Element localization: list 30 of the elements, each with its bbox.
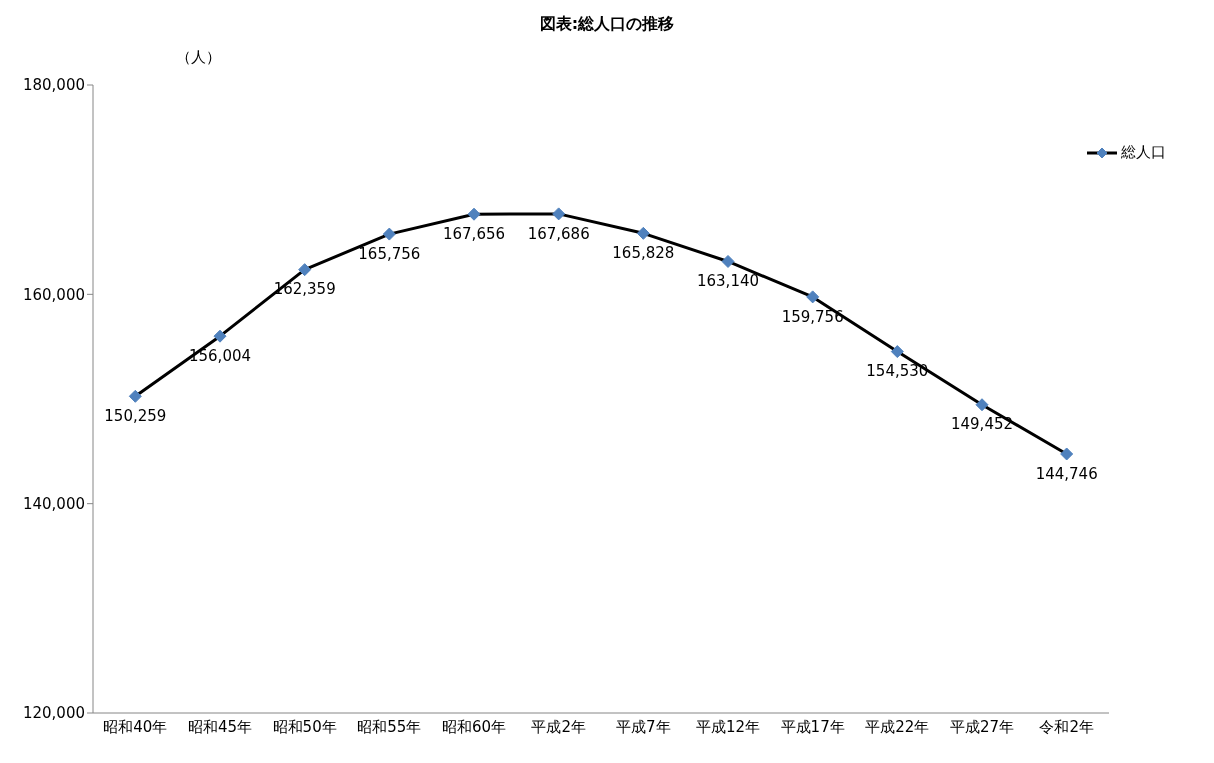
legend-label: 総人口 bbox=[1121, 143, 1166, 162]
x-tick-label: 平成22年 bbox=[865, 717, 930, 736]
data-label: 167,656 bbox=[442, 224, 506, 243]
x-tick-label: 昭和60年 bbox=[441, 717, 507, 736]
data-label: 150,259 bbox=[104, 406, 167, 425]
x-tick-label: 平成7年 bbox=[616, 717, 671, 736]
x-tick-label: 昭和50年 bbox=[272, 717, 337, 736]
y-tick-label: 120,000 bbox=[22, 704, 85, 723]
x-tick-label: 令和2年 bbox=[1039, 717, 1094, 736]
data-label: 165,828 bbox=[612, 243, 675, 262]
x-tick-label: 昭和45年 bbox=[187, 717, 253, 736]
y-tick-label: 160,000 bbox=[22, 285, 85, 304]
x-tick-label: 平成27年 bbox=[949, 717, 1015, 736]
x-tick-label: 平成12年 bbox=[695, 717, 761, 736]
data-label: 156,004 bbox=[188, 346, 252, 365]
data-label: 165,756 bbox=[358, 244, 421, 263]
data-label: 144,746 bbox=[1035, 464, 1098, 483]
x-tick-label: 昭和55年 bbox=[357, 717, 422, 736]
data-label: 159,756 bbox=[781, 307, 844, 326]
data-label: 154,530 bbox=[866, 362, 929, 381]
data-label: 167,686 bbox=[527, 224, 590, 243]
y-axis-title: （人） bbox=[176, 48, 221, 67]
data-label: 163,140 bbox=[696, 272, 760, 291]
y-tick-label: 140,000 bbox=[22, 494, 85, 513]
data-label: 149,452 bbox=[950, 415, 1014, 434]
x-tick-label: 平成2年 bbox=[531, 717, 586, 736]
x-tick-label: 平成17年 bbox=[780, 717, 845, 736]
chart-title: 図表:総人口の推移 bbox=[538, 14, 676, 35]
y-tick-label: 180,000 bbox=[22, 76, 85, 95]
x-tick-label: 昭和40年 bbox=[103, 717, 168, 736]
